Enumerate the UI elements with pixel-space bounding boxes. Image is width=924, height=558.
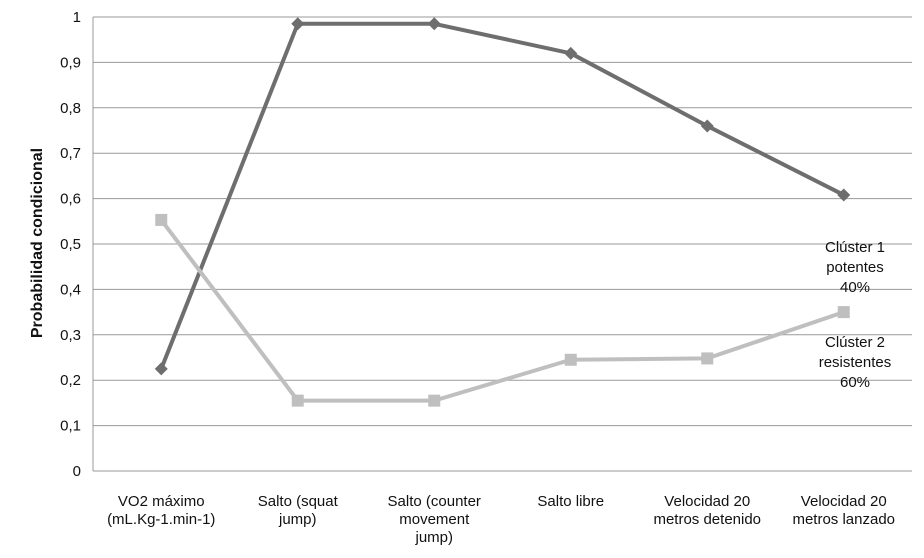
series-2-point bbox=[291, 394, 304, 407]
y-tick-label: 0,1 bbox=[60, 418, 81, 435]
series-1-line bbox=[159, 21, 845, 370]
series-2-point bbox=[701, 352, 714, 365]
y-tick-label: 0,8 bbox=[60, 100, 81, 117]
y-tick-label: 0,2 bbox=[60, 372, 81, 389]
y-tick-label: 0,6 bbox=[60, 191, 81, 208]
x-category-label: Salto (squat jump) bbox=[258, 493, 339, 528]
y-tick-label: 0,7 bbox=[60, 145, 81, 162]
series-1-annotation: Clúster 1 potentes 40% bbox=[825, 239, 885, 296]
series-1-point bbox=[700, 119, 714, 133]
x-category-label: VO2 máximo (mL.Kg-1.min-1) bbox=[107, 493, 215, 528]
y-tick-label: 0,9 bbox=[60, 54, 81, 71]
x-category-label: Velocidad 20 metros detenido bbox=[653, 493, 761, 528]
y-tick-label: 1 bbox=[73, 9, 81, 26]
series-1-point bbox=[564, 46, 578, 60]
series-1-point bbox=[154, 362, 168, 376]
y-axis-title: Probabilidad condicional bbox=[29, 148, 46, 338]
y-tick-label: 0 bbox=[73, 463, 81, 480]
y-tick-label: 0,4 bbox=[60, 281, 81, 298]
x-category-label: Salto libre bbox=[537, 493, 604, 510]
x-axis-category-labels: VO2 máximo (mL.Kg-1.min-1) Salto (squat jum… bbox=[107, 493, 895, 546]
y-axis-tick-labels: 0 0,1 0,2 0,3 0,4 0,5 0,6 0,7 0,8 0,9 1 bbox=[60, 9, 81, 480]
series-1-point bbox=[837, 188, 851, 202]
series-2-point bbox=[564, 353, 577, 366]
y-tick-label: 0,3 bbox=[60, 327, 81, 344]
x-category-label: Salto (counter movement jump) bbox=[388, 493, 481, 546]
series-annotations: Clúster 1 potentes 40% Clúster 2 resistentes… bbox=[819, 239, 892, 391]
gridlines bbox=[92, 16, 912, 472]
series-2-point bbox=[837, 306, 850, 319]
y-tick-label: 0,5 bbox=[60, 236, 81, 253]
series-1-point bbox=[291, 17, 305, 31]
series-layer bbox=[154, 17, 851, 407]
series-2-annotation: Clúster 2 resistentes 60% bbox=[819, 334, 892, 391]
x-category-label: Velocidad 20 metros lanzado bbox=[792, 493, 895, 528]
series-2-point bbox=[155, 213, 168, 226]
series-1-point bbox=[427, 17, 441, 31]
series-2-point bbox=[428, 394, 441, 407]
series-2-line bbox=[159, 218, 845, 403]
